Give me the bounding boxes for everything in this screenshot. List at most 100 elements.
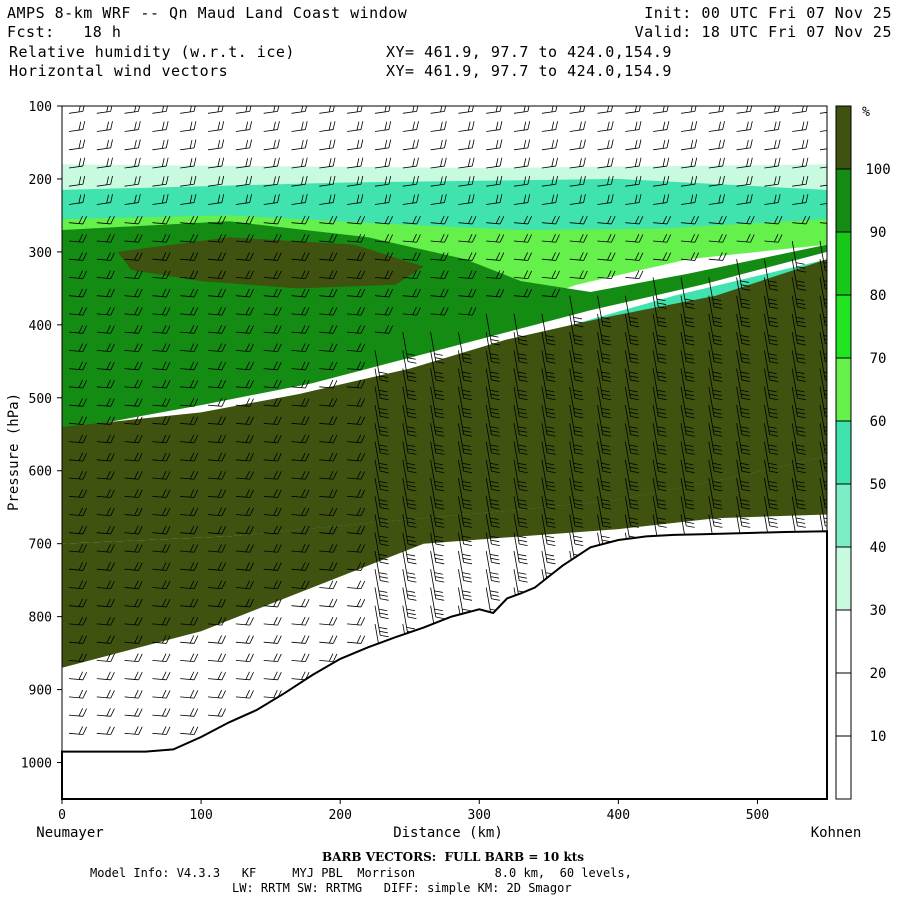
barb-flag (134, 543, 139, 553)
barb-flag (583, 106, 586, 112)
barb-flag (165, 580, 171, 589)
barb-staff (569, 332, 576, 362)
wind-barb-119 (152, 361, 171, 371)
barb-staff (263, 295, 278, 298)
wind-barb-756 (792, 215, 811, 225)
wind-barb-349 (347, 306, 366, 316)
barb-staff (402, 532, 409, 563)
barb-flag (602, 324, 612, 328)
wind-barb-175 (207, 106, 225, 114)
barb-staff (764, 165, 779, 169)
barb-flag (611, 216, 616, 225)
barb-staff (430, 405, 437, 435)
barb-staff (263, 129, 278, 132)
barb-staff (430, 423, 437, 453)
barb-flag (82, 361, 87, 370)
barb-flag (301, 507, 306, 516)
barb-staff (569, 147, 584, 151)
barb-flag (249, 453, 254, 462)
barb-flag (110, 216, 115, 225)
barb-flag (406, 444, 416, 447)
colorbar-label: 40 (870, 540, 887, 556)
barb-flag (768, 316, 777, 320)
barb-flag (134, 470, 139, 480)
barb-flag (579, 176, 582, 185)
barb-staff (68, 295, 83, 298)
barb-flag (435, 357, 444, 360)
barb-staff (68, 696, 83, 699)
barb-flag (495, 139, 499, 149)
barb-flag (78, 416, 84, 425)
barb-flag (797, 434, 806, 437)
barb-flag (718, 252, 723, 261)
wind-barb-227 (235, 434, 254, 444)
barb-staff (513, 550, 520, 581)
barb-flag (718, 121, 721, 131)
barb-flag (741, 448, 750, 451)
barb-flag (138, 671, 143, 680)
barb-flag (305, 544, 310, 553)
barb-flag (601, 375, 611, 378)
wind-barb-6 (68, 215, 87, 225)
barb-staff (513, 240, 528, 243)
barb-flag (574, 357, 583, 360)
barb-flag (249, 270, 254, 279)
barb-flag (189, 106, 193, 112)
wind-barb-679 (680, 496, 695, 528)
wind-barb-383 (374, 386, 389, 419)
barb-flag (162, 288, 167, 297)
wind-barb-17 (68, 416, 87, 425)
wind-barb-142 (180, 139, 197, 151)
colorbar-swatch-10 (836, 106, 851, 169)
wind-barb-25 (68, 562, 87, 571)
wind-barb-739 (764, 332, 779, 364)
wind-barb-441 (430, 386, 445, 419)
barb-flag (694, 106, 698, 112)
wind-barb-531 (513, 514, 528, 547)
wind-barb-689 (708, 252, 727, 261)
barb-flag (462, 371, 471, 375)
barb-flag (471, 216, 477, 225)
barb-flag (523, 252, 529, 261)
barb-flag (685, 320, 694, 324)
barb-flag (217, 616, 223, 625)
barb-flag (106, 470, 111, 480)
barb-staff (402, 605, 409, 636)
wind-barb-758 (791, 259, 806, 291)
barb-flag (273, 562, 278, 571)
wind-barb-231 (235, 507, 254, 517)
barb-flag (796, 339, 806, 342)
barb-staff (791, 259, 798, 289)
barb-staff (680, 405, 687, 435)
barb-staff (263, 477, 278, 480)
barb-flag (217, 543, 223, 553)
wind-barb-406 (402, 270, 421, 280)
wind-barb-695 (708, 368, 723, 401)
barb-flag (523, 121, 527, 131)
barb-flag (468, 252, 473, 261)
barb-flag (434, 462, 443, 466)
barb-flag (360, 343, 366, 352)
barb-staff (152, 550, 167, 553)
barb-flag (161, 158, 165, 167)
wind-barb-346 (347, 252, 366, 261)
barb-flag (221, 234, 226, 243)
barb-staff (569, 258, 584, 261)
barb-staff (96, 732, 111, 735)
wind-barb-381 (374, 350, 389, 382)
barb-flag (110, 139, 113, 148)
wind-barb-26 (68, 580, 87, 590)
barb-flag (495, 106, 499, 112)
wind-barb-734 (764, 233, 783, 243)
barb-flag (162, 434, 167, 443)
wind-barb-650 (652, 386, 667, 419)
wind-barb-282 (291, 233, 310, 243)
barb-flag (301, 361, 306, 370)
barb-staff (235, 110, 250, 114)
wind-barb-418 (402, 496, 417, 528)
barb-flag (435, 415, 445, 419)
barb-flag (134, 121, 137, 131)
barb-flag (462, 539, 472, 543)
wind-barb-159 (180, 452, 199, 462)
wind-barb-437 (430, 306, 449, 316)
